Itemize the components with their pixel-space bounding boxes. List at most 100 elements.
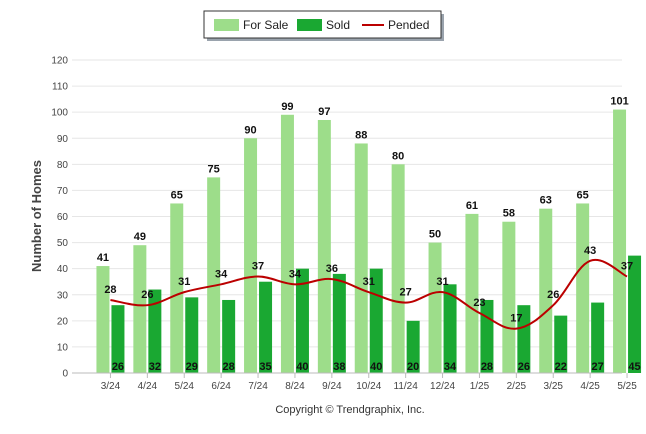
- data-label-for-sale: 90: [244, 124, 256, 136]
- pended-line: [110, 258, 628, 330]
- bar-for-sale: [207, 177, 221, 373]
- legend-label-for-sale: For Sale: [243, 18, 289, 32]
- y-tick-label: 60: [57, 212, 69, 223]
- data-label-sold: 20: [407, 361, 419, 373]
- bar-for-sale: [354, 143, 368, 373]
- bar-for-sale: [465, 213, 479, 373]
- x-tick-label: 3/25: [544, 381, 564, 392]
- data-label-for-sale: 99: [281, 101, 293, 113]
- data-label-for-sale: 41: [97, 252, 109, 264]
- data-label-pended: 31: [178, 276, 190, 288]
- y-tick-label: 110: [52, 82, 68, 93]
- data-label-sold: 28: [481, 361, 493, 373]
- bar-sold: [406, 320, 420, 373]
- bar-for-sale: [96, 266, 110, 373]
- bar-for-sale: [428, 242, 442, 373]
- bar-sold: [369, 268, 383, 373]
- pended-line-path: [110, 258, 628, 330]
- data-label-for-sale: 49: [134, 231, 146, 243]
- data-label-pended: 37: [252, 260, 264, 272]
- x-tick-label: 6/24: [211, 381, 231, 392]
- bar-sold: [259, 281, 273, 373]
- data-label-pended: 43: [584, 245, 596, 257]
- data-label-for-sale: 65: [171, 189, 183, 201]
- y-tick-label: 70: [57, 186, 69, 197]
- legend-swatch-sold: [297, 19, 322, 31]
- legend-label-sold: Sold: [326, 18, 350, 32]
- data-label-pended: 28: [104, 284, 116, 296]
- copyright-text: Copyright © Trendgraphix, Inc.: [275, 404, 424, 416]
- x-tick-label: 11/24: [394, 381, 419, 392]
- data-label-sold: 26: [112, 361, 124, 373]
- data-label-pended: 23: [473, 297, 485, 309]
- data-label-pended: 34: [289, 268, 302, 280]
- bar-for-sale: [170, 203, 184, 373]
- data-label-pended: 26: [547, 289, 559, 301]
- x-tick-label: 8/24: [285, 381, 305, 392]
- x-tick-label: 1/25: [470, 381, 490, 392]
- x-tick-label: 10/24: [356, 381, 381, 392]
- legend-box: [203, 10, 442, 39]
- data-label-sold: 40: [296, 361, 308, 373]
- data-label-pended: 31: [436, 276, 448, 288]
- x-tick-label: 7/24: [248, 381, 268, 392]
- y-tick-label: 30: [57, 290, 69, 301]
- y-tick-label: 120: [51, 56, 68, 67]
- bar-sold: [148, 289, 162, 373]
- data-label-sold: 27: [592, 361, 604, 373]
- bar-sold: [295, 268, 309, 373]
- y-tick-label: 10: [57, 342, 69, 353]
- legend[interactable]: For Sale Sold Pended: [203, 10, 444, 41]
- y-axis-label: Number of Homes: [29, 160, 44, 272]
- data-labels: 41 26 49 32 65 29 75 28 90 35 99 40 97 38 88 40 80 20 50 34…: [97, 96, 641, 373]
- x-tick-label: 2/25: [507, 381, 527, 392]
- grid-lines: [72, 59, 622, 374]
- y-tick-label: 0: [62, 369, 68, 380]
- data-label-sold: 34: [444, 361, 457, 373]
- y-tick-label: 80: [57, 160, 69, 171]
- data-label-for-sale: 65: [577, 189, 589, 201]
- data-label-for-sale: 58: [503, 208, 515, 220]
- bar-sold: [591, 302, 605, 373]
- bar-for-sale: [502, 221, 516, 373]
- bars: [96, 109, 642, 374]
- data-label-for-sale: 61: [466, 200, 478, 212]
- y-tick-label: 100: [51, 108, 68, 119]
- bar-for-sale: [133, 245, 147, 373]
- x-tick-label: 12/24: [430, 381, 455, 392]
- data-label-for-sale: 63: [540, 195, 552, 207]
- bar-for-sale: [317, 119, 331, 373]
- x-tick-label: 5/25: [617, 381, 637, 392]
- bar-for-sale: [244, 138, 258, 373]
- bar-sold: [185, 297, 199, 373]
- data-label-sold: 35: [259, 361, 271, 373]
- axes: 0 10 20 30 40 50 60 70 80 90 100 110 120 3/24 4/24 5/24…: [51, 56, 637, 393]
- bar-sold: [332, 273, 346, 373]
- data-label-sold: 40: [370, 361, 382, 373]
- data-label-for-sale: 88: [355, 129, 367, 141]
- data-label-for-sale: 101: [610, 96, 628, 108]
- data-label-sold: 28: [223, 361, 235, 373]
- data-label-for-sale: 50: [429, 229, 441, 241]
- y-tick-label: 20: [57, 316, 69, 327]
- data-label-pended: 17: [510, 313, 522, 325]
- data-label-sold: 26: [518, 361, 530, 373]
- data-label-pended: 34: [215, 268, 228, 280]
- bar-sold: [554, 315, 568, 373]
- bar-sold: [517, 305, 531, 373]
- data-label-pended: 36: [326, 263, 338, 275]
- data-label-sold: 22: [555, 361, 567, 373]
- legend-label-pended: Pended: [388, 18, 429, 32]
- x-tick-label: 4/24: [138, 381, 158, 392]
- bar-for-sale: [280, 114, 294, 374]
- bar-sold: [222, 299, 236, 373]
- y-tick-label: 90: [57, 134, 69, 145]
- bar-sold: [111, 305, 125, 373]
- y-tick-label: 50: [57, 238, 69, 249]
- bar-sold: [443, 284, 457, 373]
- data-label-sold: 29: [186, 361, 198, 373]
- data-label-sold: 45: [628, 361, 640, 373]
- data-label-pended: 37: [621, 260, 633, 272]
- data-label-pended: 26: [141, 289, 153, 301]
